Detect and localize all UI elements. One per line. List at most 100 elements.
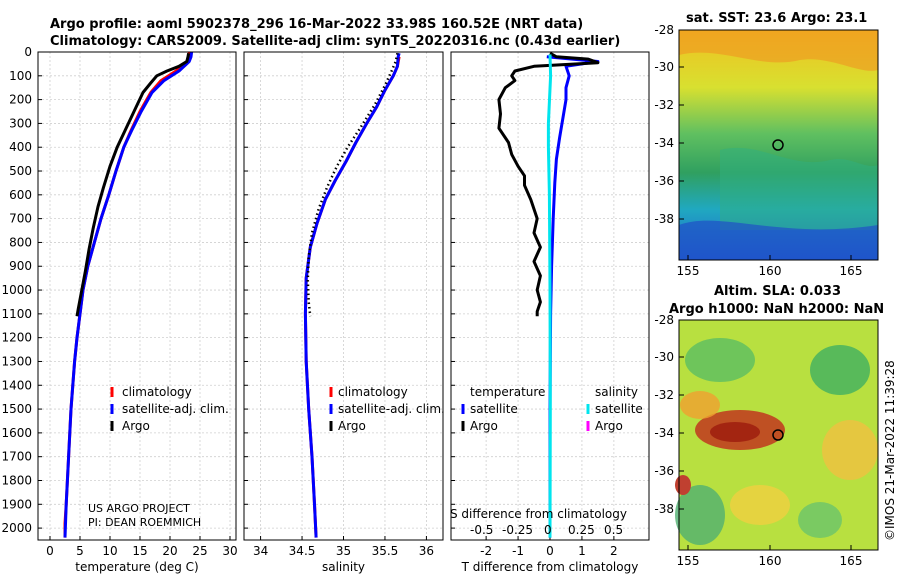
x-tick-label: 30 — [222, 544, 237, 558]
y-tick-label: 2000 — [1, 521, 32, 535]
sla-map: Altim. SLA: 0.033 Argo h1000: NaN h2000:… — [654, 284, 884, 568]
x-tick-label: 20 — [162, 544, 177, 558]
difference-panel: -2 -1 0 1 2 T difference from climatology — [450, 51, 650, 574]
x-axis-label: T difference from climatology — [461, 560, 639, 574]
sla-patch — [798, 502, 842, 538]
map-y-tick-label: -32 — [654, 388, 674, 402]
map-y-tick-label: -38 — [654, 502, 674, 516]
x-axis-label: salinity — [322, 560, 365, 574]
plot-frame — [243, 51, 444, 541]
sla-patch — [730, 485, 790, 525]
sla-patch — [685, 338, 755, 382]
salinity-legend: climatology satellite-adj. clim. Argo — [329, 385, 445, 433]
sla-patch — [822, 420, 878, 480]
y-tick-label: 200 — [9, 93, 32, 107]
sla-patch — [810, 345, 870, 395]
sst-map: sat. SST: 23.6 Argo: 23.1 -28 -30 -32 -34 -3… — [654, 11, 879, 278]
legend-s-climatology: climatology — [338, 385, 408, 399]
s-tick-1: -0.5 — [470, 523, 493, 537]
sla-patch — [675, 475, 691, 495]
argo-location-marker — [772, 429, 784, 441]
sla-map-frame — [678, 319, 879, 551]
y-tick-label: 1900 — [1, 497, 32, 511]
x-tick-label: -2 — [480, 544, 492, 558]
s-tick-3: 0 — [544, 523, 552, 537]
sla-map-title-1: Altim. SLA: 0.033 — [714, 284, 841, 299]
legend-d-t-satellite: satellite — [470, 402, 518, 416]
map-x-tick-label: 160 — [759, 264, 782, 278]
header-line-1: Argo profile: aoml 5902378_296 16-Mar-20… — [50, 17, 583, 32]
y-tick-label: 1000 — [1, 283, 32, 297]
legend-d-salinity-title: salinity — [595, 385, 638, 399]
header-line-2: Climatology: CARS2009. Satellite-adj cli… — [50, 34, 620, 49]
legend-s-argo: Argo — [338, 419, 366, 433]
s-tick-5: 0.5 — [604, 523, 623, 537]
sla-axis-ticks: -28 -30 -32 -34 -36 -38 155 160 165 — [654, 313, 862, 568]
y-tick-label: 0 — [24, 45, 32, 59]
sst-axis-ticks: -28 -30 -32 -34 -36 -38 155 160 165 — [654, 23, 862, 278]
credit-line-1: US ARGO PROJECT — [88, 502, 190, 515]
salinity-panel: 34 34.5 35 35.5 36 salinity — [243, 51, 444, 574]
map-x-tick-label: 155 — [677, 264, 700, 278]
y-tick-label: 300 — [9, 116, 32, 130]
y-tick-label: 900 — [9, 259, 32, 273]
sst-cold-patch — [679, 220, 878, 260]
x-tick-label: 36 — [419, 544, 434, 558]
y-tick-label: 700 — [9, 212, 32, 226]
y-tick-label: 1200 — [1, 331, 32, 345]
y-tick-label: 600 — [9, 188, 32, 202]
x-tick-label: 0 — [46, 544, 54, 558]
legend-t-argo: Argo — [122, 419, 150, 433]
y-tick-label: 1300 — [1, 354, 32, 368]
map-y-tick-label: -28 — [654, 23, 674, 37]
map-y-tick-label: -32 — [654, 98, 674, 112]
y-tick-label: 500 — [9, 164, 32, 178]
map-y-tick-label: -38 — [654, 212, 674, 226]
sla-high-core — [710, 422, 760, 442]
legend-d-t-argo: Argo — [470, 419, 498, 433]
x-tick-label: 2 — [610, 544, 618, 558]
x-tick-label: 15 — [132, 544, 147, 558]
map-y-tick-label: -28 — [654, 313, 674, 327]
map-y-tick-label: -36 — [654, 174, 674, 188]
map-y-tick-label: -34 — [654, 136, 674, 150]
sla-patch — [675, 485, 725, 545]
series-line-satellite-adj-clim- — [303, 52, 401, 538]
s-tick-4: 0.25 — [568, 523, 595, 537]
sst-map-title: sat. SST: 23.6 Argo: 23.1 — [686, 11, 867, 26]
x-tick-label: 35 — [336, 544, 351, 558]
x-tick-label: 34 — [253, 544, 268, 558]
s-tick-2: -0.25 — [502, 523, 533, 537]
legend-s-satellite: satellite-adj. clim. — [338, 402, 445, 416]
y-tick-label: 1500 — [1, 402, 32, 416]
sst-map-frame — [678, 29, 879, 261]
series-line-argo — [75, 52, 191, 317]
legend-t-climatology: climatology — [122, 385, 192, 399]
s-difference-label: S difference from climatology — [450, 507, 627, 521]
map-x-tick-label: 160 — [759, 554, 782, 568]
x-axis-label: temperature (deg C) — [75, 560, 198, 574]
y-tick-label: 1800 — [1, 473, 32, 487]
x-tick-label: 10 — [102, 544, 117, 558]
temperature-legend: climatology satellite-adj. clim. Argo — [110, 385, 229, 433]
legend-d-temperature-title: temperature — [470, 385, 545, 399]
plot-frame — [37, 51, 237, 541]
y-tick-label: 1400 — [1, 378, 32, 392]
x-tick-label: 5 — [76, 544, 84, 558]
series-line-s-satellite — [546, 54, 553, 538]
map-y-tick-label: -30 — [654, 60, 674, 74]
x-tick-label: 1 — [578, 544, 586, 558]
legend-d-s-argo: Argo — [595, 419, 623, 433]
credit-line-2: PI: DEAN ROEMMICH — [88, 516, 201, 529]
x-tick-label: 0 — [546, 544, 554, 558]
legend-t-satellite: satellite-adj. clim. — [122, 402, 229, 416]
x-tick-label: 25 — [192, 544, 207, 558]
y-tick-label: 100 — [9, 69, 32, 83]
map-y-tick-label: -36 — [654, 464, 674, 478]
x-tick-label: 34.5 — [289, 544, 316, 558]
plot-background — [38, 52, 236, 540]
y-tick-label: 1600 — [1, 426, 32, 440]
series-line-t-argo — [497, 51, 600, 317]
difference-legend: temperature salinity satellite Argo sate… — [461, 385, 643, 433]
